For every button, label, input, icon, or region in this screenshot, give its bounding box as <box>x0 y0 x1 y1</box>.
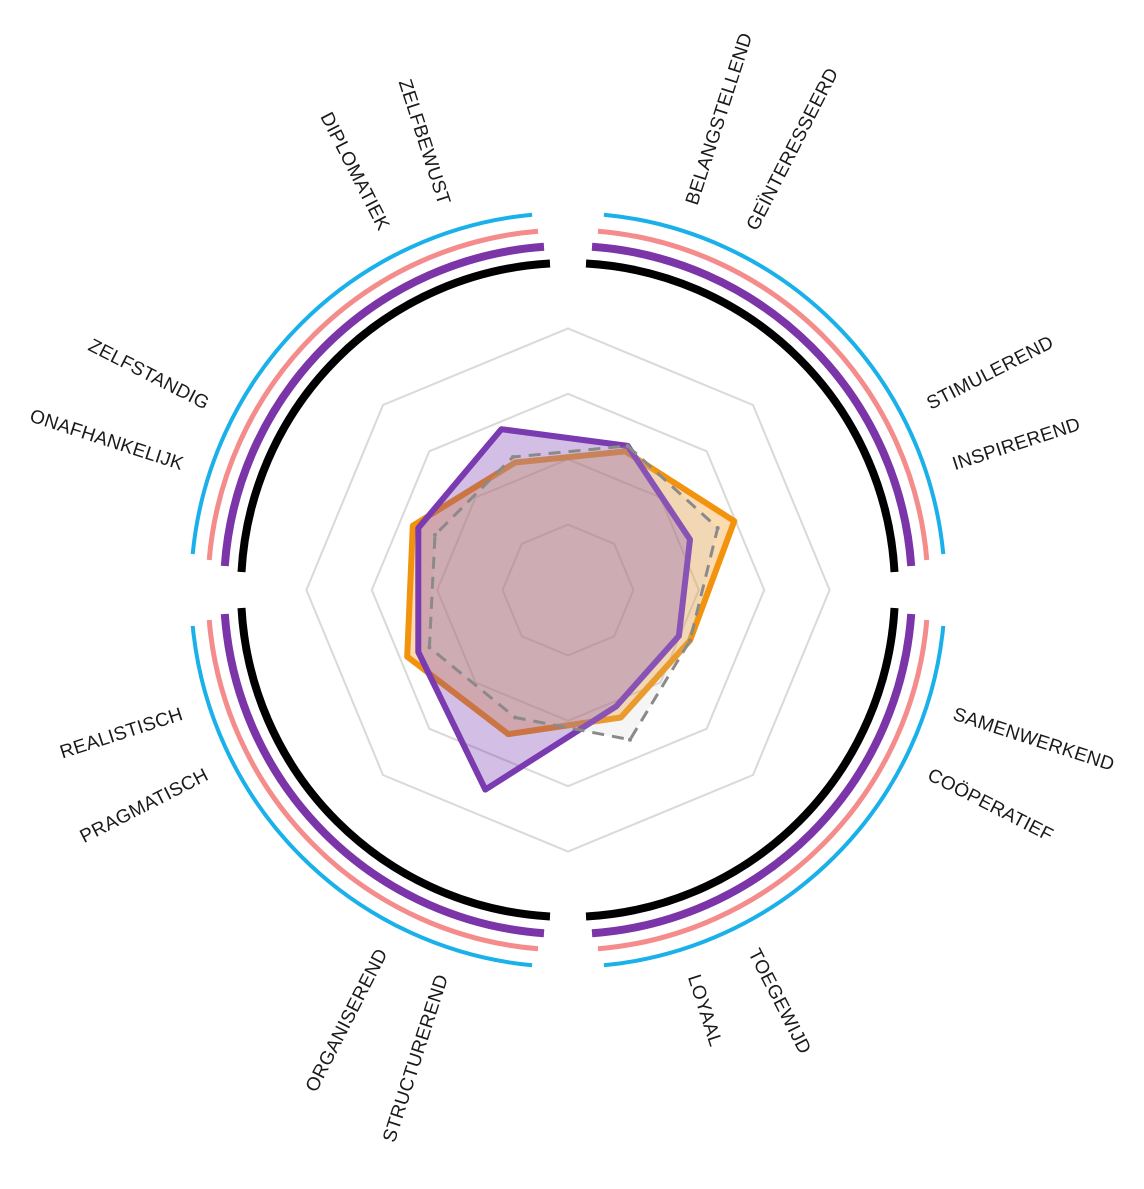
ring-4-arc-2 <box>603 625 946 968</box>
series-3-point-6 <box>427 645 432 650</box>
ring-4-arc-4 <box>190 212 533 555</box>
series-3-point-3 <box>688 638 692 643</box>
axis-label-1-line-2: GEÏNTERESSEERD <box>743 65 843 234</box>
grid-ring-3 <box>370 392 766 788</box>
series-3-point-7 <box>433 532 437 537</box>
outer-rings <box>190 212 946 968</box>
axis-label-2-line-1: STIMULEREND <box>923 332 1057 414</box>
series-1-point-1 <box>623 449 628 454</box>
axis-label-5-line-2: ORGANISEREND <box>302 945 393 1095</box>
series-3-point-8 <box>510 455 515 459</box>
axis-label-8-line-2: ZELFBEWUST <box>394 77 454 208</box>
series-3-point-1 <box>625 443 630 448</box>
series-3-point-5 <box>513 715 518 720</box>
ring-1-arc-3 <box>237 607 551 921</box>
ring-4-arc-1 <box>603 212 946 555</box>
axis-label-6-line-2: REALISTISCH <box>58 704 186 763</box>
axis-label-4-line-2: LOYAAL <box>683 972 726 1049</box>
series-1-point-7 <box>410 523 415 528</box>
grid-ring-2 <box>436 458 700 722</box>
series-1-point-4 <box>618 715 623 720</box>
ring-3-arc-2 <box>597 619 930 952</box>
ring-1-arc-2 <box>585 607 899 921</box>
series-1-point-6 <box>405 654 410 659</box>
series-2-point-8 <box>499 427 504 432</box>
series-1-point-5 <box>506 732 511 737</box>
ring-2-arc-4 <box>220 242 545 567</box>
series-3-point-2 <box>715 526 720 530</box>
series-2-point-4 <box>614 704 619 709</box>
axis-label-4-line-1: TOEGEWIJD <box>744 945 815 1057</box>
axis-label-3-line-2: COÖPERATIEF <box>924 765 1056 847</box>
axis-label-7-line-1: ONAFHANKELIJK <box>27 406 186 475</box>
series-3-point-4 <box>628 737 632 742</box>
ring-4-arc-3 <box>190 625 533 968</box>
axis-label-2-line-2: INSPIREREND <box>950 414 1083 475</box>
axis-label-6-line-1: PRAGMATISCH <box>77 765 212 848</box>
series-1-point-8 <box>513 460 518 465</box>
ring-2-arc-3 <box>220 613 545 938</box>
radar-grid <box>305 327 831 853</box>
grid-ring-4 <box>305 327 831 853</box>
ring-1-arc-4 <box>237 259 551 573</box>
axis-label-7-line-2: ZELFSTANDIG <box>85 335 213 414</box>
ring-3-arc-1 <box>597 228 930 561</box>
series-2-point-3 <box>676 633 681 638</box>
axis-label-1-line-1: BELANGSTELLEND <box>682 30 757 207</box>
grid-ring-1 <box>501 523 635 657</box>
axis-label-8-line-1: DIPLOMATIEK <box>316 109 394 234</box>
series-2-point-5 <box>483 787 488 792</box>
axis-label-3-line-1: SAMENWERKEND <box>950 704 1117 776</box>
ring-3-arc-3 <box>206 619 539 952</box>
ring-1-arc-1 <box>585 259 899 573</box>
ring-2-arc-2 <box>591 613 916 938</box>
series-2-point-2 <box>688 537 692 542</box>
ring-3-arc-4 <box>206 228 539 561</box>
axis-label-5-line-1: STRUCTUREREND <box>379 972 453 1145</box>
radar-series <box>404 426 738 793</box>
ring-2-arc-1 <box>591 242 916 567</box>
series-1-point-2 <box>732 519 737 524</box>
series-2-point-6 <box>416 650 421 654</box>
series-2-point-7 <box>416 526 421 530</box>
